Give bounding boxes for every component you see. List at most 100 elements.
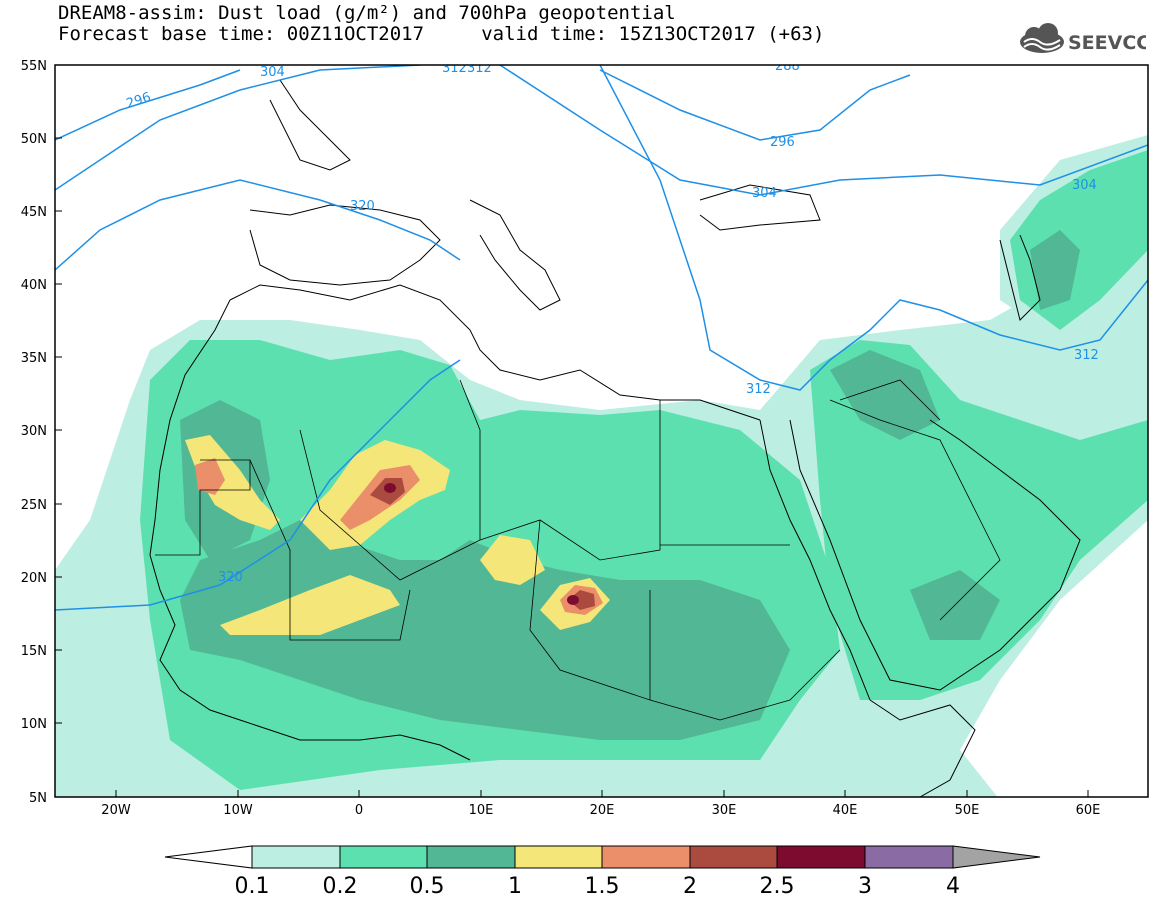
colorbar-bin [514, 845, 603, 869]
colorbar-label: 1 [508, 874, 522, 899]
coastlines [149, 79, 1081, 797]
lon-labels: 20W 10W 0 10E 20E 30E 40E 50E 60E [101, 803, 1100, 818]
contour-296-east [599, 69, 911, 141]
colorbar-high-arrow [952, 845, 1041, 869]
lat-label: 55N [21, 59, 47, 74]
lat-axis [55, 64, 62, 798]
border-algeria [299, 379, 481, 581]
contour-label: 296 [125, 90, 153, 112]
coast-uk [269, 79, 351, 171]
dust-core-western [185, 435, 280, 530]
lat-label: 45N [21, 205, 47, 220]
colorbar-bin [251, 845, 341, 869]
dust-core-mali [220, 575, 400, 635]
contour-label: 296 [770, 135, 795, 150]
lon-label: 10W [223, 803, 253, 818]
colorbar-label: 2.5 [760, 874, 795, 899]
coast-red-sea [759, 419, 871, 701]
colorbar-bin [339, 845, 428, 869]
border-libya [479, 400, 661, 561]
colorbar-bin [426, 845, 516, 869]
colorbar-label: 2 [683, 874, 697, 899]
lon-axis [115, 790, 1089, 797]
contour-312-north [55, 65, 421, 191]
dust-layer-2.5 [384, 483, 579, 605]
colorbar-bin [689, 845, 778, 869]
dust-peak-chad [568, 590, 595, 610]
lat-label: 35N [21, 351, 47, 366]
colorbar-bin [864, 845, 954, 869]
contour-320-north [55, 179, 461, 271]
lon-label: 30E [712, 803, 737, 818]
colorbar-label: 0.2 [323, 874, 358, 899]
contour-label: 304 [260, 65, 285, 80]
dust-band-iraq [830, 350, 940, 440]
coast-horn-africa [869, 699, 976, 797]
lon-label: 20E [590, 803, 615, 818]
dust-band-central-asia [1030, 230, 1080, 310]
contour-label: 304 [1072, 178, 1097, 193]
coast-west-africa [149, 299, 471, 761]
contour-label: 312 [1074, 348, 1099, 363]
colorbar-low-arrow [164, 845, 253, 869]
colorbar-bin [776, 845, 866, 869]
colorbar-label: 1.5 [585, 874, 620, 899]
geopotential-contours [55, 65, 1148, 611]
dust-peak-core-chad [567, 595, 579, 605]
colorbar-label: 4 [946, 874, 960, 899]
border-sudan [649, 649, 841, 721]
border-iraq [839, 379, 941, 421]
colorbar-labels: 0.1 0.2 0.5 1 1.5 2 2.5 3 4 [235, 874, 961, 899]
logo-text: SEEVCCC [1068, 32, 1146, 54]
lon-label: 60E [1076, 803, 1101, 818]
border-chad [529, 519, 651, 701]
border-saudi [829, 399, 1001, 621]
colorbar [164, 845, 1041, 869]
contour-label: 312 [746, 382, 771, 397]
cloud-icon [1020, 23, 1064, 53]
contour-label: 320 [350, 199, 375, 214]
lat-label: 40N [21, 278, 47, 293]
dust-core-niger [480, 535, 545, 585]
border-mauritania [155, 459, 251, 556]
contour-label: 320 [218, 570, 243, 585]
lat-label: 50N [21, 132, 47, 147]
coast-north-africa [229, 284, 761, 421]
lat-label: 15N [21, 644, 47, 659]
contour-312-east [599, 65, 1148, 391]
lat-label: 10N [21, 717, 47, 732]
lon-label: 10E [469, 803, 494, 818]
lat-label: 5N [29, 791, 47, 806]
lat-label: 20N [21, 571, 47, 586]
plot-area: 296 304 312 320 304 296 304 312 312 320 … [55, 59, 1148, 797]
coast-caspian [999, 234, 1041, 321]
seevccc-logo: SEEVCCC [1020, 23, 1146, 54]
dust-band-sahel [180, 520, 790, 740]
contour-320-south [55, 359, 461, 611]
country-borders [155, 379, 1001, 721]
contour-labels: 296 304 312 320 304 296 304 312 312 320 … [125, 59, 1099, 585]
map-title: DREAM8-assim: Dust load (g/m²) and 700hP… [58, 2, 676, 24]
colorbar-bin [601, 845, 691, 869]
forecast-times: Forecast base time: 00Z11OCT2017 valid t… [58, 23, 825, 45]
border-mali [249, 459, 411, 641]
lon-label: 0 [355, 803, 363, 818]
contour-label: 288 [775, 59, 800, 74]
contour-label: 312 [442, 61, 467, 76]
dust-max-western [195, 458, 225, 495]
coast-arabia [789, 419, 1081, 691]
contour-label: 304 [752, 186, 777, 201]
dust-peak-core-algeria [384, 483, 396, 493]
colorbar-label: 0.1 [235, 874, 270, 899]
lon-label: 40E [833, 803, 858, 818]
coast-black-sea [699, 184, 821, 231]
contour-label: 312 [467, 61, 492, 76]
coast-iberia [249, 204, 441, 286]
contour-304-east [499, 65, 1148, 196]
lat-labels: 55N 50N 45N 40N 35N 30N 25N 20N 15N 10N … [21, 59, 47, 806]
lat-label: 30N [21, 424, 47, 439]
lon-label: 20W [101, 803, 131, 818]
lat-label: 25N [21, 498, 47, 513]
contour-296-northwest [55, 69, 241, 141]
